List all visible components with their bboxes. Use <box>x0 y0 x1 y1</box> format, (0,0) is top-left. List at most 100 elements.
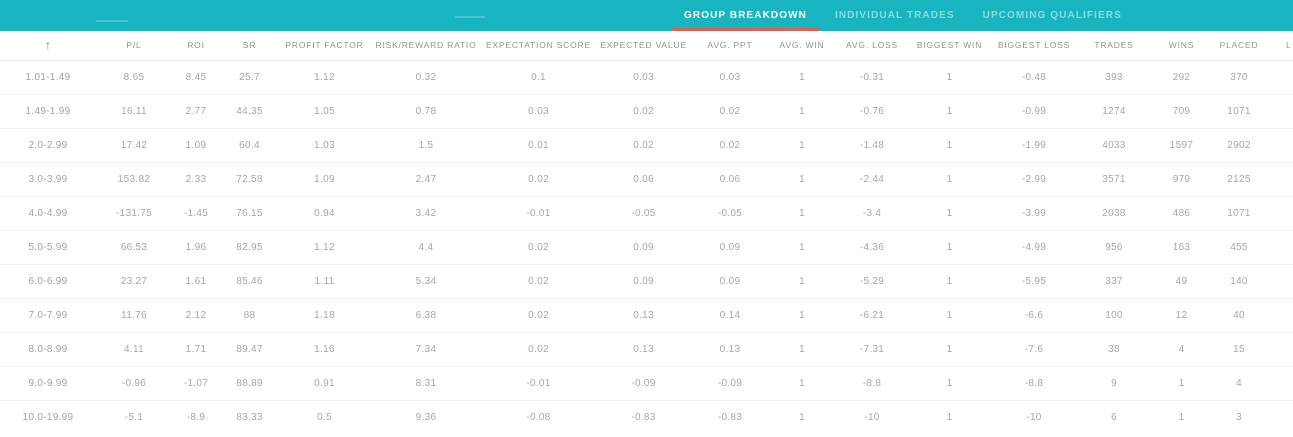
table-cell: -2.44 <box>836 162 908 197</box>
table-cell: 2.47 <box>370 162 482 197</box>
table-cell: 2.12 <box>172 298 220 333</box>
column-header-placed[interactable]: PLACED <box>1212 31 1266 61</box>
column-header-risk-reward-ratio[interactable]: RISK/REWARD RATIO <box>370 31 482 61</box>
table-cell: 1 <box>768 229 836 265</box>
table-cell: 0.94 <box>279 196 370 231</box>
table-cell: 9.36 <box>415 411 437 423</box>
table-cell: 1.03 <box>279 128 370 163</box>
table-cell: -2.99 <box>991 162 1077 197</box>
table-cell: 76.15 <box>220 196 279 231</box>
table-row-7.0-7.99[interactable]: 7.0-7.99 11.76 2.12 88 1.18 6.38 0.02 0.13 0.14 1… <box>0 298 1293 333</box>
column-header-wins[interactable]: WINS <box>1151 31 1212 61</box>
table-cell: 0.02 <box>595 94 692 129</box>
column-header-truncated[interactable]: L <box>1266 31 1293 61</box>
table-cell: 2.77 <box>172 94 220 129</box>
table-row-8.0-8.99[interactable]: 8.0-8.99 4.11 1.71 89.47 1.16 7.34 0.02 0.13 0.1… <box>0 332 1293 367</box>
table-cell: 4033 <box>1077 128 1151 163</box>
table-cell: -1.48 <box>836 128 908 163</box>
table-cell: 11.76 <box>96 298 172 333</box>
table-row-1.49-1.99[interactable]: 1.49-1.99 16.11 2.77 44.35 1.05 0.78 0.03 0.02 0… <box>0 94 1293 129</box>
table-cell: 163 <box>1151 229 1212 265</box>
table-cell: -5.1 <box>124 411 144 423</box>
table-cell: 9 <box>1077 366 1151 401</box>
table-cell: -0.96 <box>96 366 172 401</box>
table-cell: 140 <box>1212 264 1266 299</box>
table-row-1.01-1.49[interactable]: 1.01-1.49 8.65 8.45 25.7 1.12 0.32 0.1 0.03 0.03… <box>0 60 1293 95</box>
table-cell: 25.7 <box>220 60 279 95</box>
table-cell: 979 <box>1151 162 1212 197</box>
table-cell: -5.95 <box>991 264 1077 299</box>
table-cell: -0.76 <box>836 94 908 129</box>
table-cell: 6 <box>1111 411 1117 423</box>
table-cell: 1 <box>908 229 991 265</box>
table-cell: 0.13 <box>692 332 768 367</box>
table-row-3.0-3.99[interactable]: 3.0-3.99 153.82 2.33 72.58 1.09 2.47 0.02 0.06 0… <box>0 162 1293 197</box>
column-header-avg-ppt[interactable]: AVG. PPT <box>692 31 768 61</box>
table-cell: 0.01 <box>482 128 595 163</box>
column-header-profit-factor[interactable]: PROFIT FACTOR <box>279 31 370 61</box>
table-cell: 0.91 <box>279 366 370 401</box>
table-cell: 1.05 <box>279 94 370 129</box>
column-header-p-l[interactable]: P/L <box>96 31 172 61</box>
table-cell: 1 <box>908 162 991 197</box>
table-cell: 15 <box>1212 332 1266 367</box>
table-cell: 370 <box>1212 60 1266 95</box>
column-header-roi[interactable]: ROI <box>172 31 220 61</box>
table-cell: -0.09 <box>595 366 692 401</box>
row-range-label: 2.0-2.99 <box>0 128 96 163</box>
sort-column-header[interactable]: ↑ <box>0 31 96 61</box>
table-cell: 72.58 <box>220 162 279 197</box>
row-range-label: 1.01-1.49 <box>0 60 96 95</box>
table-cell: 1 <box>908 298 991 333</box>
table-cell: 8.65 <box>96 60 172 95</box>
table-cell: 1 <box>799 411 805 423</box>
table-row-9.0-9.99[interactable]: 9.0-9.99 -0.96 -1.07 88.89 0.91 8.31 -0.01 -0.0… <box>0 366 1293 401</box>
table-cell: 1071 <box>1212 196 1266 231</box>
table-cell: 1.09 <box>172 128 220 163</box>
column-header-trades[interactable]: TRADES <box>1077 31 1151 61</box>
table-cell: 0.02 <box>692 94 768 129</box>
table-cell: 0.5 <box>317 411 332 423</box>
tab-upcoming-qualifiers[interactable]: UPCOMING QUALIFIERS <box>982 10 1122 21</box>
column-header-expected-value[interactable]: EXPECTED VALUE <box>595 31 692 61</box>
table-cell: 88.89 <box>220 366 279 401</box>
column-header-avg-loss[interactable]: AVG. LOSS <box>836 31 908 61</box>
table-cell: 1 <box>768 366 836 401</box>
row-range-label: 10.0-19.99 <box>22 411 74 423</box>
table-cell: 2902 <box>1212 128 1266 163</box>
column-header-biggest-win[interactable]: BIGGEST WIN <box>908 31 991 61</box>
column-header-biggest-loss[interactable]: BIGGEST LOSS <box>991 31 1077 61</box>
column-header-sr[interactable]: SR <box>220 31 279 61</box>
table-row-6.0-6.99[interactable]: 6.0-6.99 23.27 1.61 85.46 1.11 5.34 0.02 0.09 0.… <box>0 264 1293 299</box>
table-cell: 1 <box>768 162 836 197</box>
table-cell: 2038 <box>1077 196 1151 231</box>
table-cell: 1 <box>908 366 991 401</box>
table-cell: -6.6 <box>991 298 1077 333</box>
table-cell: -10 <box>864 411 880 423</box>
table-cell: 1 <box>1151 366 1212 401</box>
table-cell: 100 <box>1077 298 1151 333</box>
table-cell: -0.99 <box>991 94 1077 129</box>
table-row-10.0-19.99[interactable]: 10.0-19.99 -5.1 -8.9 83.33 0.5 9.36 -0.08 -0.83… <box>0 400 1293 434</box>
table-cell: -0.08 <box>526 411 551 423</box>
top-tab-bar: GROUP BREAKDOWN INDIVIDUAL TRADES UPCOMI… <box>0 0 1293 31</box>
table-row-5.0-5.99[interactable]: 5.0-5.99 66.53 1.96 82.95 1.12 4.4 0.02 0.09 0.0… <box>0 229 1293 265</box>
table-cell: 1 <box>908 332 991 367</box>
table-cell: 0.13 <box>595 298 692 333</box>
table-cell: 2125 <box>1212 162 1266 197</box>
table-cell: 0.14 <box>692 298 768 333</box>
table-cell-clipped <box>1266 264 1293 299</box>
table-cell: 4 <box>1151 332 1212 367</box>
table-cell: 0.13 <box>595 332 692 367</box>
table-cell: 709 <box>1151 94 1212 129</box>
table-row-2.0-2.99[interactable]: 2.0-2.99 17.42 1.09 60.4 1.03 1.5 0.01 0.02 0.02… <box>0 128 1293 163</box>
tab-group-breakdown[interactable]: GROUP BREAKDOWN <box>670 0 821 31</box>
table-cell: 1274 <box>1077 94 1151 129</box>
tab-individual-trades[interactable]: INDIVIDUAL TRADES <box>834 10 955 21</box>
column-header-expectation-score[interactable]: EXPECTATION SCORE <box>482 31 595 61</box>
column-header-avg-win[interactable]: AVG. WIN <box>768 31 836 61</box>
table-cell: 82.95 <box>220 229 279 265</box>
table-cell: 455 <box>1212 229 1266 265</box>
table-row-4.0-4.99[interactable]: 4.0-4.99 -131.75 -1.45 76.15 0.94 3.42 -0.01 -0… <box>0 196 1293 231</box>
table-cell: 2.33 <box>172 162 220 197</box>
